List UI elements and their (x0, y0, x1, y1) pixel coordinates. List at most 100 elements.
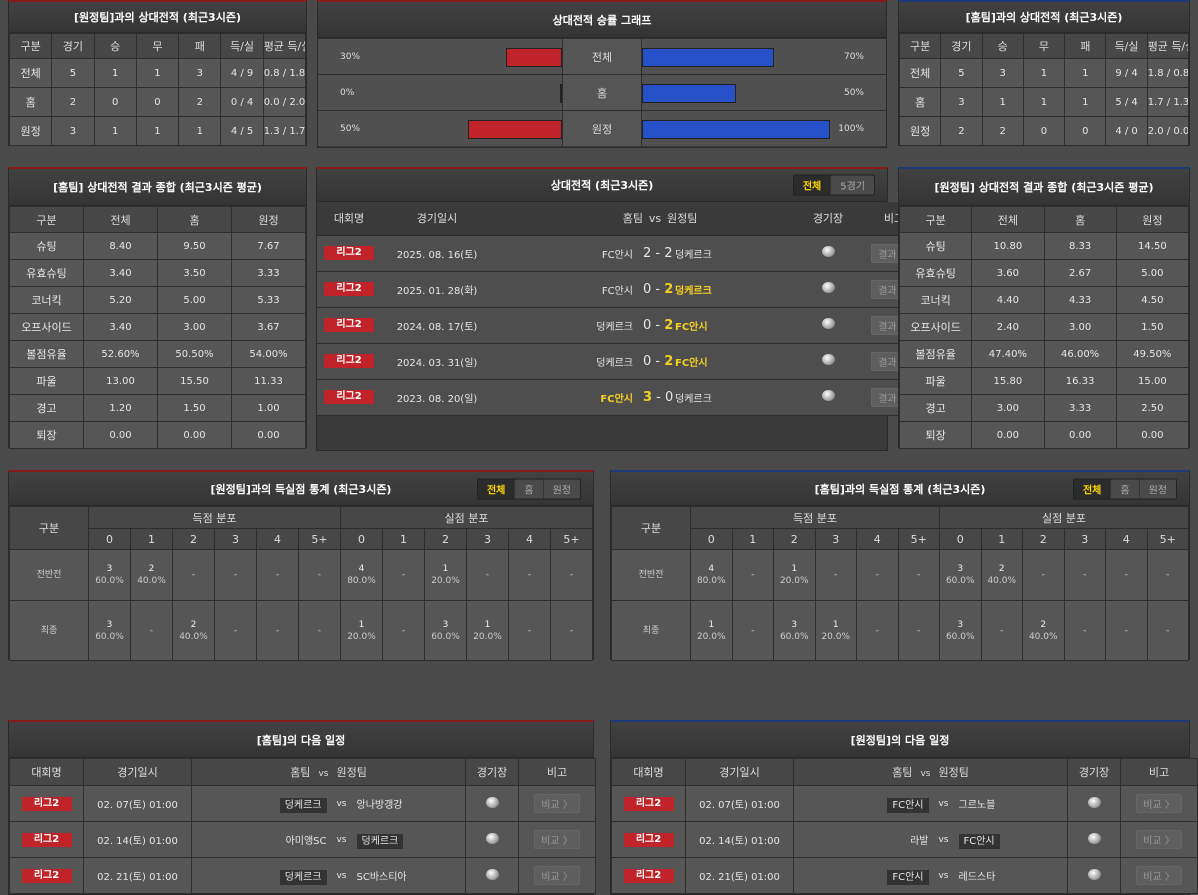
column-header: 경기 (940, 33, 983, 59)
compare-button[interactable]: 비교 〉 (534, 866, 580, 885)
cell-value: 1.20 (83, 394, 158, 422)
column-header: 경기일시 (685, 758, 794, 786)
cell: SC바스티아 (356, 857, 466, 894)
row-label: 홈 (562, 75, 642, 110)
schedule-row: 리그2 02. 14(토) 01:00 아미앵SC vs 덩케르크 비교 〉 (9, 821, 597, 858)
compare-button[interactable]: 비교 〉 (1136, 830, 1182, 849)
compare-button[interactable]: 비교 〉 (1136, 794, 1182, 813)
cell-value: 0 (93, 87, 137, 117)
goal-count-header: 1 (980, 528, 1023, 550)
stadium-icon[interactable] (821, 318, 835, 329)
goal-count-header: 0 (88, 528, 131, 550)
tab-3[interactable]: 원정 (1138, 479, 1176, 498)
table-row: 코너킥 5.20 5.00 5.33 (9, 286, 306, 314)
cell-value: 4.50 (1115, 286, 1190, 314)
goal-count-header: 3 (466, 528, 509, 550)
cell-value: 3.00 (1043, 313, 1117, 341)
compare-button[interactable]: 비교 〉 (534, 794, 580, 813)
cell-value: 0 (1022, 116, 1066, 146)
cell: FC안시 (667, 306, 797, 344)
stadium-icon[interactable] (1087, 832, 1101, 844)
cell-value: 1 (1022, 58, 1066, 88)
cell: vs (326, 857, 357, 894)
away-win-rate: 50% (340, 123, 361, 134)
cell-value: 1 (135, 116, 180, 146)
distribution-cell: - (466, 549, 509, 601)
home-score: 0 (643, 353, 652, 369)
stats-table: 구분 전체 홈 원정 슈팅 10.80 8.33 14.50 유효슈팅 3.60 2.67 5.00 코… (898, 206, 1190, 449)
cell: 0 - 2 (643, 306, 673, 344)
cell-value: 0.00 (157, 421, 232, 449)
tab-1[interactable]: 전체 (477, 479, 515, 498)
league-badge: 리그2 (623, 796, 674, 811)
home-score: 0 (643, 281, 652, 297)
schedule-row: 리그2 02. 21(토) 01:00 FC안시 vs 레드스타 비교 〉 (611, 857, 1198, 894)
distribution-row: 전반전 4 80.0% -1 20.0% - - -3 60.0% 2 40.0% - - - - (611, 549, 1189, 601)
cell: 2023. 08. 20(일) (381, 378, 493, 416)
goal-count-header: 2 (424, 528, 467, 550)
stadium-icon[interactable] (1087, 868, 1101, 880)
cell: 리그2 (317, 342, 381, 380)
cell-value: 16.33 (1043, 367, 1117, 395)
column-header: 전체 (83, 206, 158, 233)
stadium-icon[interactable] (821, 246, 835, 257)
row-label: 슈팅 (898, 232, 973, 260)
stadium-icon[interactable] (485, 868, 499, 880)
cell-value: 1 (93, 116, 137, 146)
cell: 02. 14(토) 01:00 (685, 821, 794, 858)
away-team: FC안시 (675, 321, 708, 333)
cell: 리그2 (317, 306, 381, 344)
cell: 덩케르크 (356, 821, 466, 858)
league-badge: 리그2 (324, 282, 374, 296)
compare-button[interactable]: 비교 〉 (1136, 866, 1182, 885)
home-score: 0 (643, 317, 652, 333)
home-team: 덩케르크 (596, 321, 633, 333)
panel-title: [원정팀]의 다음 일정 (611, 722, 1189, 758)
tab-2[interactable]: 홈 (514, 479, 542, 498)
cell: 덩케르크 (191, 785, 327, 822)
score-separator: - (652, 389, 666, 405)
distribution-cell: - (1105, 600, 1148, 661)
league-badge: 리그2 (21, 796, 72, 811)
cell-value: 1.50 (1115, 313, 1190, 341)
tab-1[interactable]: 전체 (793, 175, 831, 195)
distribution-cell: - (508, 549, 551, 601)
distribution-cell: - (731, 549, 774, 601)
league-badge: 리그2 (324, 246, 374, 260)
table-row: 전체 5 3 1 1 9 / 4 1.8 / 0.8 (898, 58, 1190, 88)
count: 1 (484, 619, 491, 630)
distribution-cell: 4 80.0% (340, 549, 383, 601)
column-header: 구분 (898, 206, 973, 233)
row-label: 최종 (611, 600, 691, 661)
cell-value: 0.8 / 1.8 (262, 58, 307, 88)
tab-1[interactable]: 전체 (1073, 479, 1111, 498)
goal-count-header: 0 (340, 528, 383, 550)
cell: vs (326, 785, 357, 822)
stadium-icon[interactable] (821, 390, 835, 401)
tab-3[interactable]: 원정 (542, 479, 580, 498)
stadium-icon[interactable] (1087, 796, 1101, 808)
away-team: SC바스티아 (356, 872, 407, 883)
stadium-icon[interactable] (485, 832, 499, 844)
goals-against-header: 실점 분포 (939, 506, 1189, 529)
match-date: 2024. 03. 31(일) (396, 357, 478, 369)
cell-value: 46.00% (1043, 340, 1117, 368)
h2h-matches-panel: 상대전적 (최근3시즌) 전체 5경기 대회명 경기일시 홈팀 vs 원정팀 경기장 비고 리그2 2… (316, 167, 929, 451)
goal-count-header: 3 (814, 528, 857, 550)
tab-2[interactable]: 홈 (1110, 479, 1138, 498)
cell-value: 3.33 (231, 259, 306, 287)
cell-value: 2 (51, 87, 95, 117)
stadium-icon[interactable] (821, 354, 835, 365)
cell: 2 - 2 (643, 234, 673, 272)
stadium-icon[interactable] (485, 796, 499, 808)
tab-2[interactable]: 5경기 (830, 175, 874, 195)
home-win-rate: 70% (843, 51, 864, 62)
panel-title: 상대전적 승률 그래프 (318, 2, 886, 38)
panel-title-text: [홈팀]의 다음 일정 (256, 733, 346, 747)
cell-value: 52.60% (83, 340, 158, 368)
stadium-icon[interactable] (821, 282, 835, 293)
compare-button[interactable]: 비교 〉 (534, 830, 580, 849)
cell: 02. 21(토) 01:00 (685, 857, 794, 894)
